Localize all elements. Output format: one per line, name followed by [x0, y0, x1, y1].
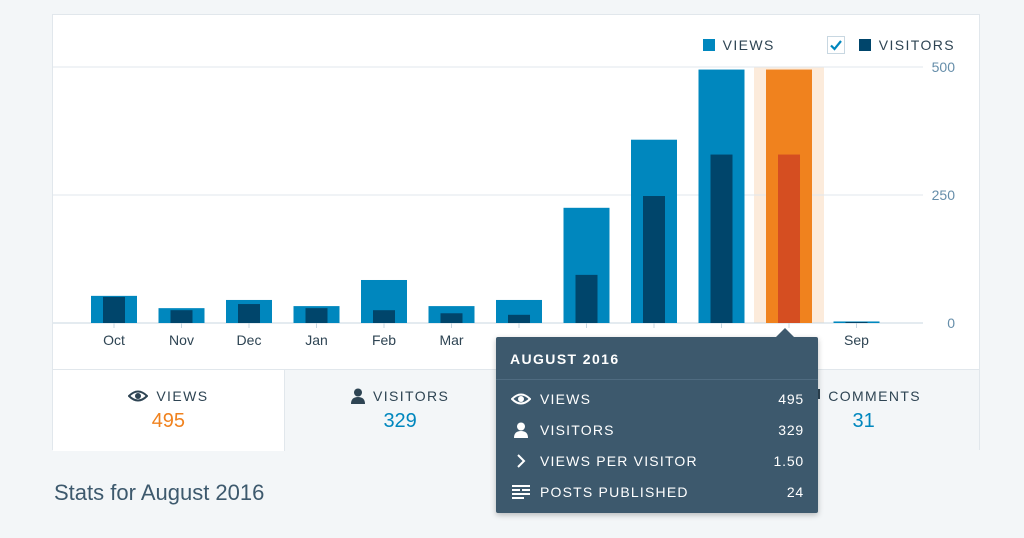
page-subtitle: Stats for August 2016	[54, 480, 265, 505]
tab-views-label: VIEWS	[156, 388, 209, 404]
x-tick-label: Dec	[237, 332, 262, 348]
tooltip-label: POSTS PUBLISHED	[540, 483, 689, 500]
y-tick-label: 250	[932, 187, 956, 203]
checkmark-icon	[829, 40, 842, 51]
bar-visitors	[103, 296, 125, 323]
x-tick-label: Sep	[844, 332, 869, 348]
tooltip-arrow	[776, 328, 794, 337]
tooltip-value: 495	[778, 390, 804, 407]
tab-comments-value: 31	[852, 410, 875, 432]
tooltip-row-posts-published: POSTS PUBLISHED 24	[496, 476, 818, 507]
bar-visitors	[508, 314, 530, 323]
tab-visitors-value: 329	[383, 410, 417, 432]
bar-visitors	[778, 154, 800, 323]
tab-visitors-label: VISITORS	[372, 388, 450, 404]
x-tick-label: Oct	[103, 332, 125, 348]
tab-comments-label: COMMENTS	[828, 388, 922, 404]
tab-views-value: 495	[151, 410, 186, 432]
y-tick-label: 500	[932, 59, 956, 75]
tooltip-label: VISITORS	[540, 421, 615, 438]
tooltip-title: AUGUST 2016	[496, 337, 818, 380]
tooltip-row-visitors: VISITORS 329	[496, 414, 818, 445]
eye-icon	[128, 390, 149, 402]
chevron-right-icon	[517, 453, 526, 468]
bar-visitors	[440, 313, 463, 323]
bar-visitors	[643, 196, 665, 323]
views-swatch	[702, 39, 715, 51]
stats-card: 500 250 0 Oct Nov Dec Jan Feb Mar Sep VIEWS VISIT…	[52, 14, 980, 451]
chart-legend: VIEWS VISITORS	[702, 35, 955, 55]
user-icon	[514, 422, 528, 438]
bar-visitors	[575, 274, 598, 323]
bar-visitors	[238, 304, 260, 323]
x-tick-label: Nov	[169, 332, 194, 348]
bar-views	[496, 299, 542, 323]
bar-chart: 500 250 0 Oct Nov Dec Jan Feb Mar Sep	[53, 59, 956, 348]
bar-visitors	[305, 308, 328, 323]
x-tick-label: Feb	[372, 332, 396, 348]
bar-visitors	[170, 310, 193, 323]
bar-visitors	[845, 321, 868, 323]
tooltip-row-views: VIEWS 495	[496, 383, 818, 414]
tooltip-label: VIEWS PER VISITOR	[540, 452, 698, 469]
tooltip-value: 1.50	[773, 452, 804, 469]
tooltip-value: 329	[778, 421, 804, 438]
legend-views-label: VIEWS	[722, 37, 775, 53]
legend-visitors-label: VISITORS	[878, 37, 955, 53]
visitors-swatch	[858, 39, 871, 51]
visitors-checkbox[interactable]	[826, 36, 845, 54]
tooltip-value: 24	[786, 483, 804, 500]
tab-visitors[interactable]: VISITORS 329	[283, 370, 516, 451]
tab-views[interactable]: VIEWS 495	[53, 370, 284, 451]
bar-visitors	[710, 154, 733, 323]
legend-views: VIEWS	[702, 37, 775, 53]
chart-tooltip: AUGUST 2016 VIEWS 495 VISITORS 329	[496, 328, 818, 513]
posts-icon	[512, 484, 530, 499]
user-icon	[350, 388, 365, 404]
x-tick-label: Mar	[439, 332, 463, 348]
y-tick-label: 0	[947, 315, 955, 331]
eye-icon	[511, 393, 531, 404]
bar-visitors	[373, 310, 395, 323]
legend-visitors[interactable]: VISITORS	[826, 36, 955, 54]
tooltip-label: VIEWS	[540, 390, 592, 407]
x-tick-label: Jan	[305, 332, 328, 348]
tooltip-row-views-per-visitor: VIEWS PER VISITOR 1.50	[496, 445, 818, 476]
